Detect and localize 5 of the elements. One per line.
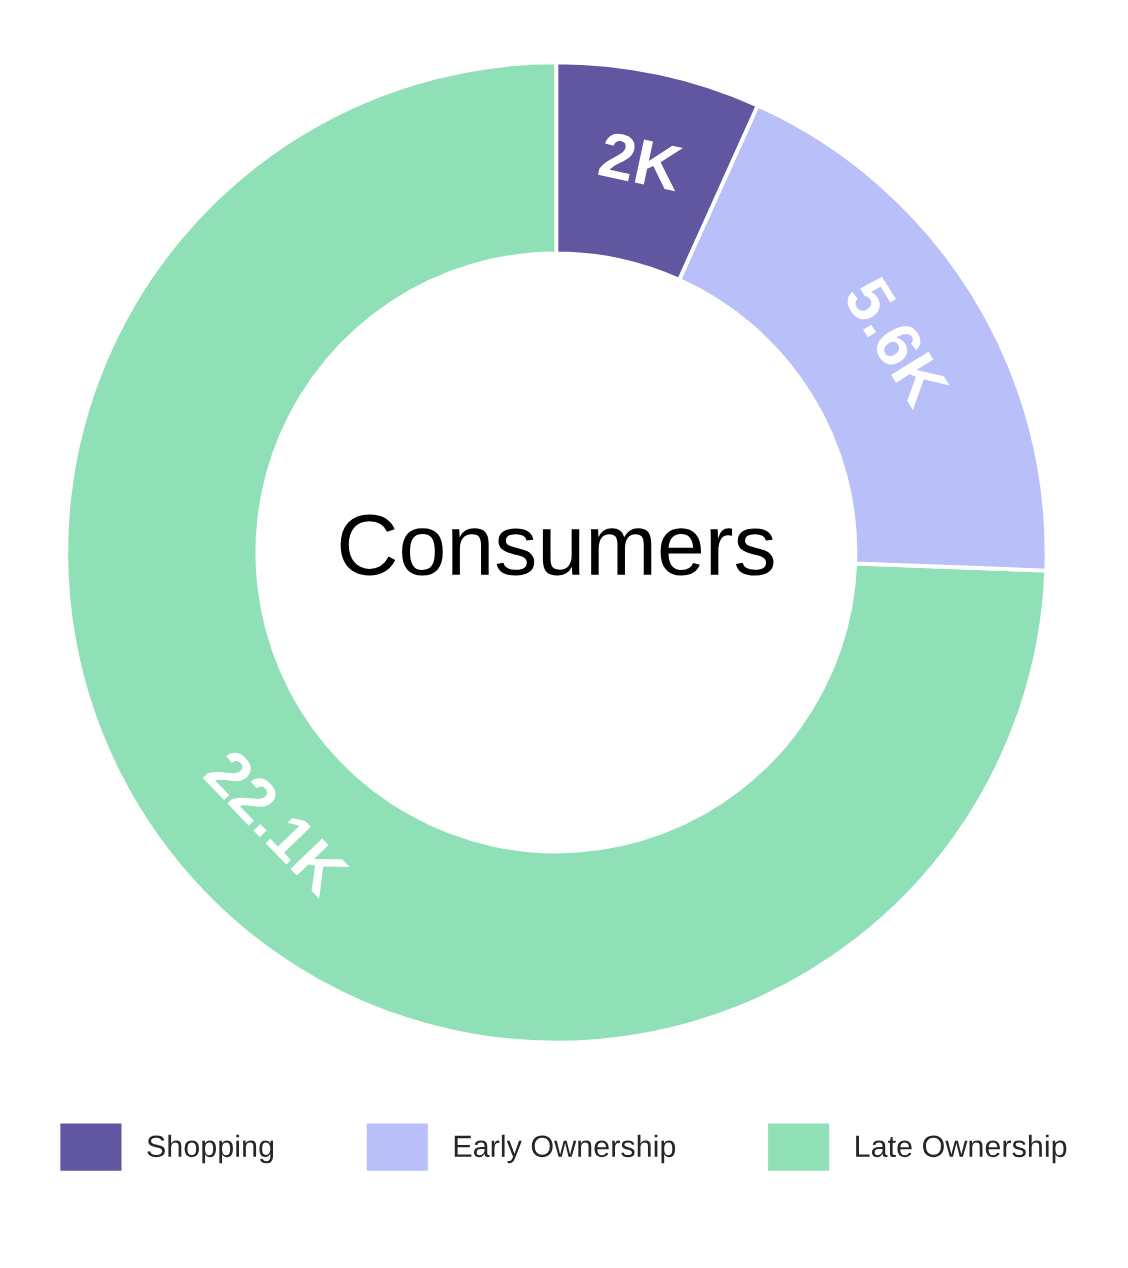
data-label: 2K xyxy=(598,131,685,192)
legend-label: Early Ownership xyxy=(454,1134,676,1164)
text: Consumers xyxy=(340,514,774,576)
legend-label: Shopping xyxy=(147,1134,274,1164)
legend-label: Late Ownership xyxy=(856,1134,1067,1164)
